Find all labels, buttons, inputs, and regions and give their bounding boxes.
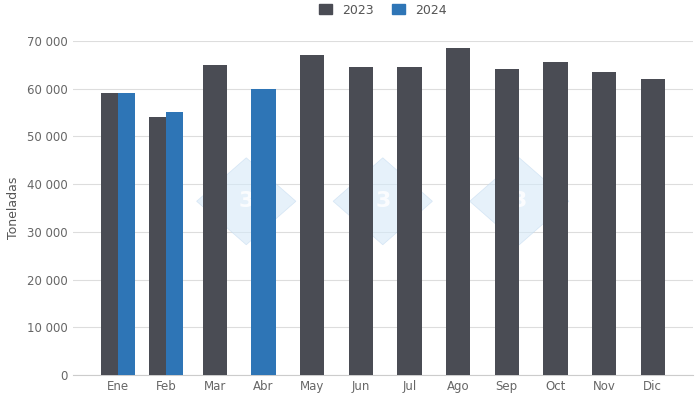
Text: 3: 3 bbox=[512, 191, 527, 211]
Bar bbox=[640, 79, 665, 375]
Bar bbox=[118, 93, 135, 375]
Bar bbox=[543, 62, 568, 375]
Bar bbox=[300, 55, 324, 375]
Bar bbox=[203, 65, 228, 375]
Bar bbox=[349, 67, 373, 375]
Bar bbox=[592, 72, 616, 375]
Legend: 2023, 2024: 2023, 2024 bbox=[319, 4, 447, 16]
Bar bbox=[398, 67, 421, 375]
Polygon shape bbox=[197, 158, 296, 245]
Bar bbox=[251, 88, 276, 375]
Bar bbox=[101, 93, 118, 375]
Polygon shape bbox=[333, 158, 433, 245]
Bar bbox=[446, 48, 470, 375]
Bar bbox=[149, 117, 167, 375]
Polygon shape bbox=[470, 158, 569, 245]
Bar bbox=[167, 112, 183, 375]
Text: 3: 3 bbox=[375, 191, 391, 211]
Y-axis label: Toneladas: Toneladas bbox=[7, 177, 20, 239]
Bar bbox=[495, 70, 519, 375]
Text: 3: 3 bbox=[239, 191, 254, 211]
